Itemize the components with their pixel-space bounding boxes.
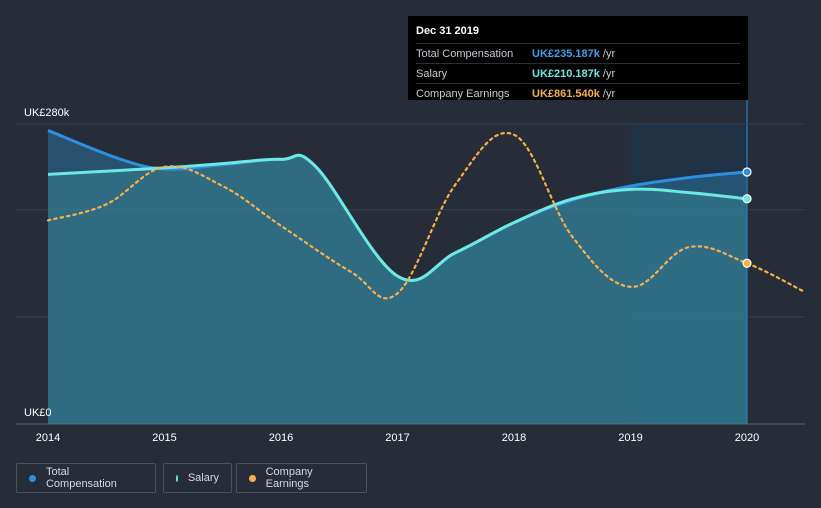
company-earnings-line — [46, 131, 807, 300]
tooltip: Dec 31 2019 Total Compensation UK£235.18… — [408, 16, 748, 100]
legend-company-earnings[interactable]: Company Earnings — [236, 463, 367, 493]
x-tick-label-2019: 2019 — [618, 432, 642, 444]
legend-total-label: Total Compensation — [45, 466, 117, 490]
salary-line — [47, 153, 748, 283]
x-tick-label-2018: 2018 — [502, 432, 526, 444]
tooltip-row-earnings: Company Earnings UK£861.540k /yr — [416, 83, 740, 103]
tooltip-row-total: Total Compensation UK£235.187k /yr — [416, 43, 740, 63]
tooltip-salary-label: Salary — [416, 67, 448, 80]
legend-total-compensation[interactable]: Total Compensation — [16, 463, 156, 493]
tooltip-earnings-value: UK£861.540k — [532, 87, 600, 100]
y-tick-label-top: UK£280k — [24, 107, 70, 119]
tooltip-earnings-label: Company Earnings — [416, 87, 510, 100]
total-compensation-point — [742, 167, 752, 177]
legend-total-dot-icon — [29, 474, 36, 482]
legend-salary-label: Salary — [187, 472, 219, 484]
salary-point — [742, 194, 752, 204]
tooltip-total-unit: /yr — [602, 47, 616, 60]
tooltip-salary-unit: /yr — [602, 67, 616, 80]
compensation-chart: UK£280k UK£0 2014 2015 2016 2017 2018 2019 2020 — [16, 100, 807, 444]
salary-area — [48, 155, 747, 424]
company-earnings-point — [742, 258, 752, 268]
legend-salary[interactable]: Salary — [163, 463, 232, 493]
y-tick-label-bottom: UK£0 — [24, 407, 52, 419]
x-tick-label-2014: 2014 — [36, 432, 60, 444]
tooltip-total-label: Total Compensation — [416, 47, 514, 60]
x-tick-label-2017: 2017 — [385, 432, 409, 444]
legend-earnings-label: Company Earnings — [265, 466, 313, 490]
tooltip-title: Dec 31 2019 — [416, 25, 479, 37]
tooltip-total-value: UK£235.187k — [532, 47, 600, 60]
tooltip-row-salary: Salary UK£210.187k /yr — [416, 63, 740, 83]
x-tick-label-2020: 2020 — [735, 432, 759, 444]
legend-earnings-dot-icon — [249, 474, 256, 482]
legend-salary-dot-icon — [176, 474, 178, 482]
tooltip-earnings-unit: /yr — [602, 87, 616, 100]
tooltip-salary-value: UK£210.187k — [532, 67, 600, 80]
x-tick-label-2016: 2016 — [269, 432, 293, 444]
x-tick-label-2015: 2015 — [152, 432, 176, 444]
